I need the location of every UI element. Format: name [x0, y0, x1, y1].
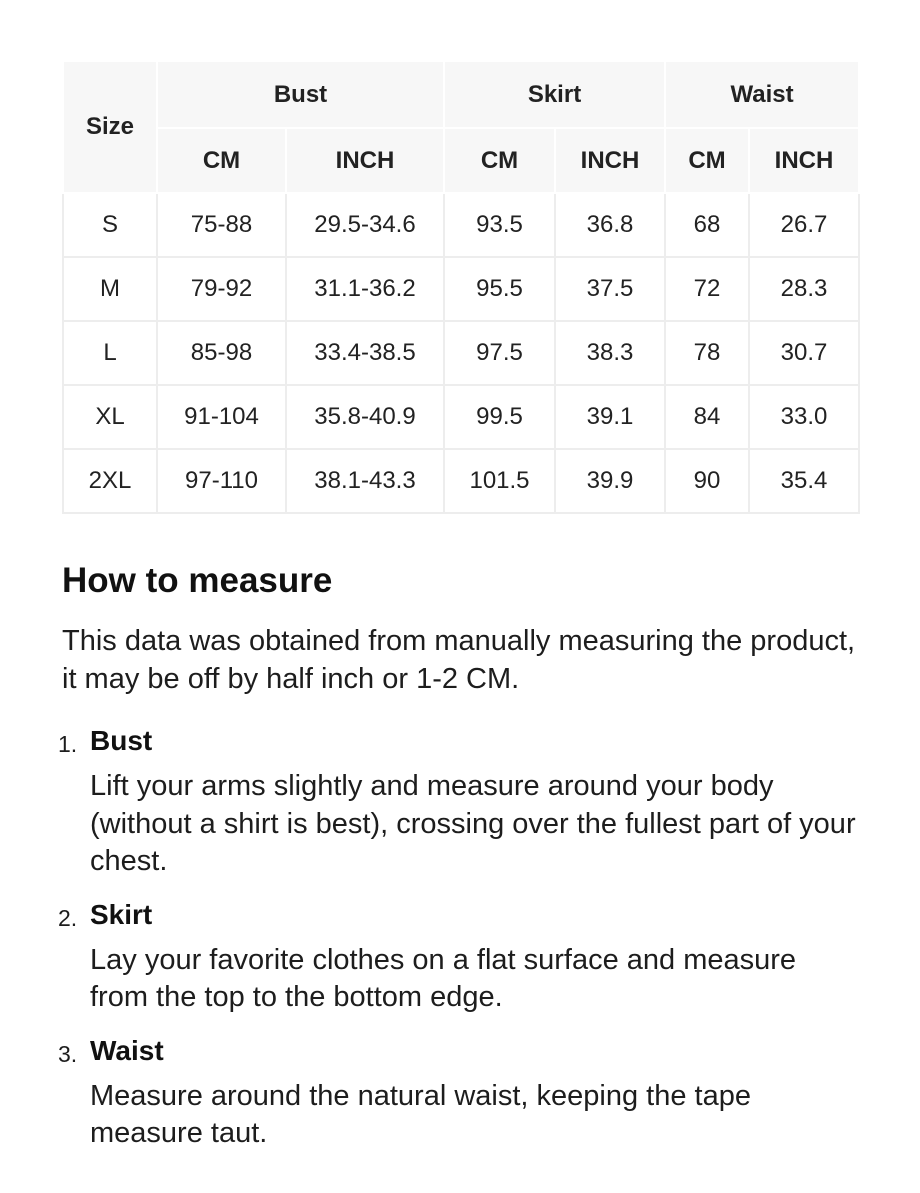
- cell-waist-inch: 33.0: [748, 384, 861, 450]
- cell-size: L: [62, 320, 158, 386]
- size-chart-table: Size Bust Skirt Waist CM INCH CM INCH CM…: [62, 60, 861, 514]
- cell-skirt-cm: 95.5: [443, 256, 556, 322]
- cell-size: 2XL: [62, 448, 158, 514]
- header-skirt-cm: CM: [443, 127, 556, 194]
- table-header-group-row: Size Bust Skirt Waist: [62, 60, 861, 194]
- cell-skirt-inch: 38.3: [553, 320, 667, 386]
- step-body: Skirt Lay your favorite clothes on a fla…: [90, 898, 858, 1017]
- header-size: Size: [62, 60, 158, 194]
- cell-waist-inch: 28.3: [748, 256, 861, 322]
- cell-bust-cm: 97-110: [156, 448, 287, 514]
- step-number: 3.: [58, 1040, 78, 1067]
- header-skirt: Skirt: [442, 60, 667, 129]
- table-row-s: S 75-88 29.5-34.6 93.5 36.8 68 26.7: [62, 192, 861, 258]
- table-row-xl: XL 91-104 35.8-40.9 99.5 39.1 84 33.0: [62, 384, 861, 450]
- size-guide-page: Size Bust Skirt Waist CM INCH CM INCH CM…: [58, 60, 861, 1153]
- cell-skirt-inch: 37.5: [553, 256, 667, 322]
- cell-waist-cm: 84: [664, 384, 751, 450]
- header-skirt-inch: INCH: [553, 127, 667, 194]
- cell-skirt-cm: 99.5: [443, 384, 556, 450]
- step-number: 1.: [58, 731, 78, 757]
- cell-bust-inch: 33.4-38.5: [285, 320, 445, 386]
- cell-bust-inch: 29.5-34.6: [285, 192, 445, 258]
- cell-waist-cm: 90: [664, 448, 751, 514]
- table-header-unit-row: CM INCH CM INCH CM INCH: [63, 127, 861, 194]
- step-term-waist: Waist: [90, 1034, 164, 1066]
- list-item-skirt: 2. Skirt Lay your favorite clothes on a …: [58, 898, 858, 1017]
- cell-bust-inch: 38.1-43.3: [285, 448, 445, 514]
- cell-waist-cm: 68: [664, 192, 751, 258]
- header-waist-inch: INCH: [748, 127, 861, 194]
- cell-size: M: [62, 256, 158, 322]
- cell-skirt-cm: 93.5: [443, 192, 556, 258]
- cell-bust-inch: 35.8-40.9: [285, 384, 445, 450]
- step-body: Waist Measure around the natural waist, …: [90, 1034, 858, 1153]
- cell-waist-cm: 72: [664, 256, 751, 322]
- cell-size: S: [62, 192, 158, 258]
- cell-bust-cm: 91-104: [156, 384, 287, 450]
- cell-waist-inch: 35.4: [748, 448, 861, 514]
- step-term-bust: Bust: [90, 725, 153, 756]
- cell-bust-cm: 75-88: [156, 192, 287, 258]
- header-bust-inch: INCH: [285, 127, 445, 194]
- cell-skirt-inch: 36.8: [553, 192, 667, 258]
- step-term-skirt: Skirt: [90, 898, 153, 930]
- cell-size: XL: [62, 384, 158, 450]
- header-waist-cm: CM: [664, 127, 751, 194]
- cell-skirt-cm: 97.5: [443, 320, 556, 386]
- cell-waist-inch: 26.7: [748, 192, 861, 258]
- step-description: Measure around the natural waist, keepin…: [90, 1079, 751, 1150]
- cell-skirt-cm: 101.5: [443, 448, 556, 514]
- measure-steps-list: 1. Bust Lift your arms slightly and meas…: [58, 724, 858, 1153]
- step-number: 2.: [58, 904, 78, 931]
- header-bust: Bust: [156, 60, 445, 129]
- list-item-waist: 3. Waist Measure around the natural wais…: [58, 1034, 858, 1153]
- table-row-2xl: 2XL 97-110 38.1-43.3 101.5 39.9 90 35.4: [62, 448, 861, 514]
- table-row-l: L 85-98 33.4-38.5 97.5 38.3 78 30.7: [62, 320, 861, 386]
- how-to-measure-intro: This data was obtained from manually mea…: [62, 625, 856, 695]
- how-to-measure-title: How to measure: [62, 561, 333, 600]
- table-row-m: M 79-92 31.1-36.2 95.5 37.5 72 28.3: [62, 256, 861, 322]
- cell-skirt-inch: 39.9: [553, 448, 667, 514]
- header-bust-cm: CM: [156, 127, 287, 194]
- cell-bust-cm: 79-92: [156, 256, 287, 322]
- cell-waist-inch: 30.7: [748, 320, 861, 386]
- cell-bust-cm: 85-98: [156, 320, 287, 386]
- list-item-bust: 1. Bust Lift your arms slightly and meas…: [58, 724, 858, 881]
- cell-skirt-inch: 39.1: [553, 384, 667, 450]
- cell-waist-cm: 78: [664, 320, 751, 386]
- header-waist: Waist: [664, 60, 861, 129]
- step-description: Lift your arms slightly and measure arou…: [90, 770, 856, 877]
- cell-bust-inch: 31.1-36.2: [285, 256, 445, 322]
- step-body: Bust Lift your arms slightly and measure…: [90, 724, 858, 881]
- step-description: Lay your favorite clothes on a flat surf…: [90, 943, 797, 1014]
